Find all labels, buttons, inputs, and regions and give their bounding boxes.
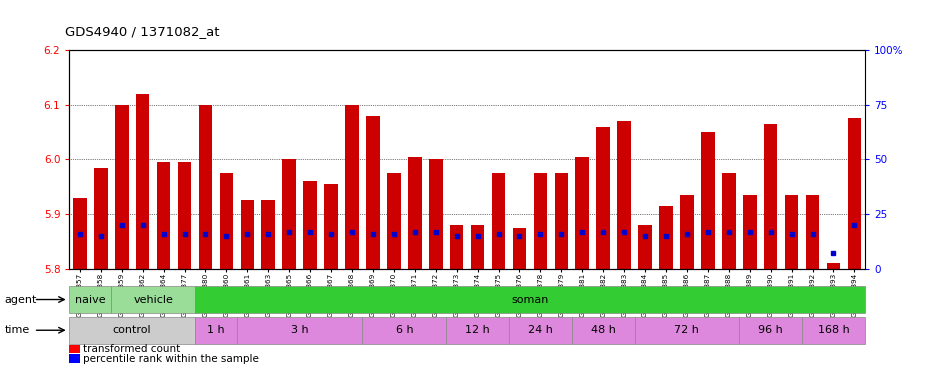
Bar <box>617 121 631 269</box>
Bar <box>262 200 275 269</box>
Text: 24 h: 24 h <box>528 325 553 335</box>
Bar <box>847 118 861 269</box>
Bar <box>572 317 635 344</box>
Bar <box>115 105 129 269</box>
Bar <box>701 132 715 269</box>
Text: 48 h: 48 h <box>591 325 616 335</box>
Text: 6 h: 6 h <box>396 325 413 335</box>
Bar <box>450 225 463 269</box>
Text: 168 h: 168 h <box>818 325 849 335</box>
Bar <box>111 286 195 313</box>
Bar <box>534 173 548 269</box>
Bar <box>784 195 798 269</box>
Bar <box>660 206 672 269</box>
Text: transformed count: transformed count <box>83 344 180 354</box>
Text: 96 h: 96 h <box>758 325 783 335</box>
Bar <box>512 228 526 269</box>
Text: soman: soman <box>512 295 549 305</box>
Bar <box>638 225 652 269</box>
Bar <box>73 198 87 269</box>
Text: agent: agent <box>5 295 37 305</box>
Text: control: control <box>113 325 152 335</box>
Text: naive: naive <box>75 295 105 305</box>
Bar <box>492 173 505 269</box>
Bar <box>178 162 191 269</box>
Bar <box>743 195 757 269</box>
Bar <box>69 286 111 313</box>
Bar <box>387 173 401 269</box>
Bar <box>363 317 446 344</box>
Bar <box>94 167 107 269</box>
Bar <box>509 317 572 344</box>
Text: 1 h: 1 h <box>207 325 225 335</box>
Bar <box>471 225 485 269</box>
Bar <box>446 317 509 344</box>
Text: time: time <box>5 325 30 335</box>
Bar <box>69 317 195 344</box>
Bar <box>806 195 820 269</box>
Bar <box>554 173 568 269</box>
Bar <box>575 157 589 269</box>
Bar <box>156 162 170 269</box>
Bar <box>303 181 317 269</box>
Bar <box>722 173 735 269</box>
Text: percentile rank within the sample: percentile rank within the sample <box>83 354 259 364</box>
Bar <box>199 105 212 269</box>
Bar <box>345 105 359 269</box>
Bar <box>240 200 254 269</box>
Bar <box>366 116 380 269</box>
Bar <box>764 124 778 269</box>
Bar <box>802 317 865 344</box>
Bar <box>635 317 739 344</box>
Bar <box>597 127 610 269</box>
Text: 12 h: 12 h <box>465 325 490 335</box>
Bar <box>282 159 296 269</box>
Bar <box>739 317 802 344</box>
Text: GDS4940 / 1371082_at: GDS4940 / 1371082_at <box>65 25 219 38</box>
Text: vehicle: vehicle <box>133 295 173 305</box>
Bar <box>219 173 233 269</box>
Bar <box>195 317 237 344</box>
Bar <box>429 159 442 269</box>
Bar <box>408 157 422 269</box>
Text: 72 h: 72 h <box>674 325 699 335</box>
Bar <box>827 263 840 269</box>
Text: 3 h: 3 h <box>290 325 308 335</box>
Bar <box>237 317 363 344</box>
Bar <box>195 286 865 313</box>
Bar <box>325 184 338 269</box>
Bar <box>136 94 150 269</box>
Bar <box>680 195 694 269</box>
